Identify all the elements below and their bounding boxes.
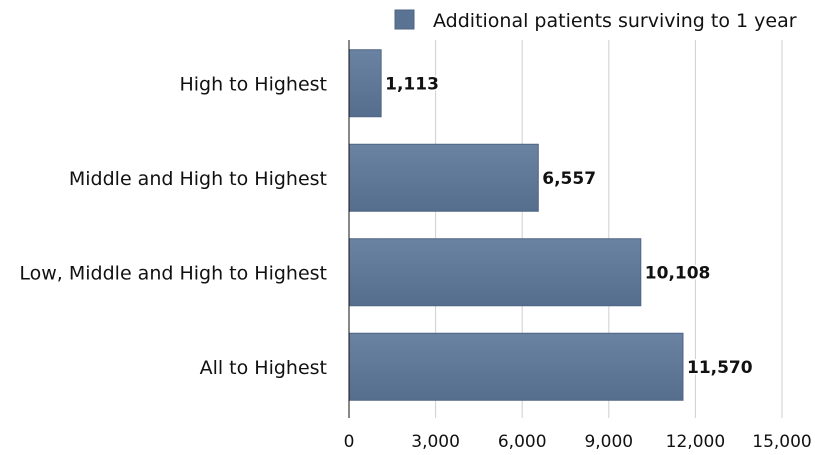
bar [348, 143, 539, 212]
data-labels: 1,113 6,557 10,108 11,570 [384, 73, 755, 380]
x-tick-label: 0 [344, 432, 355, 452]
x-tick-label: 15,000 [752, 432, 811, 452]
category-label: High to Highest [179, 73, 327, 95]
legend-swatch [394, 9, 415, 30]
category-label: Middle and High to Highest [69, 168, 327, 190]
data-label: 6,557 [542, 169, 596, 189]
bar [348, 49, 382, 118]
bar [348, 238, 642, 307]
category-label: Low, Middle and High to Highest [19, 262, 327, 284]
legend: Additional patients surviving to 1 year [394, 9, 797, 32]
x-tick-label: 9,000 [584, 432, 633, 452]
bars [348, 49, 684, 401]
data-label: 1,113 [385, 74, 439, 94]
category-labels: High to Highest Middle and High to Highes… [19, 73, 327, 379]
bar [348, 332, 684, 401]
category-label: All to Highest [200, 357, 327, 379]
data-label: 11,570 [687, 358, 753, 378]
x-tick-label: 12,000 [666, 432, 725, 452]
x-tick-label: 3,000 [411, 432, 460, 452]
data-label: 10,108 [645, 263, 711, 283]
x-tick-labels: 0 3,000 6,000 9,000 12,000 15,000 [344, 432, 812, 452]
x-tick-label: 6,000 [498, 432, 547, 452]
legend-label: Additional patients surviving to 1 year [433, 10, 797, 32]
